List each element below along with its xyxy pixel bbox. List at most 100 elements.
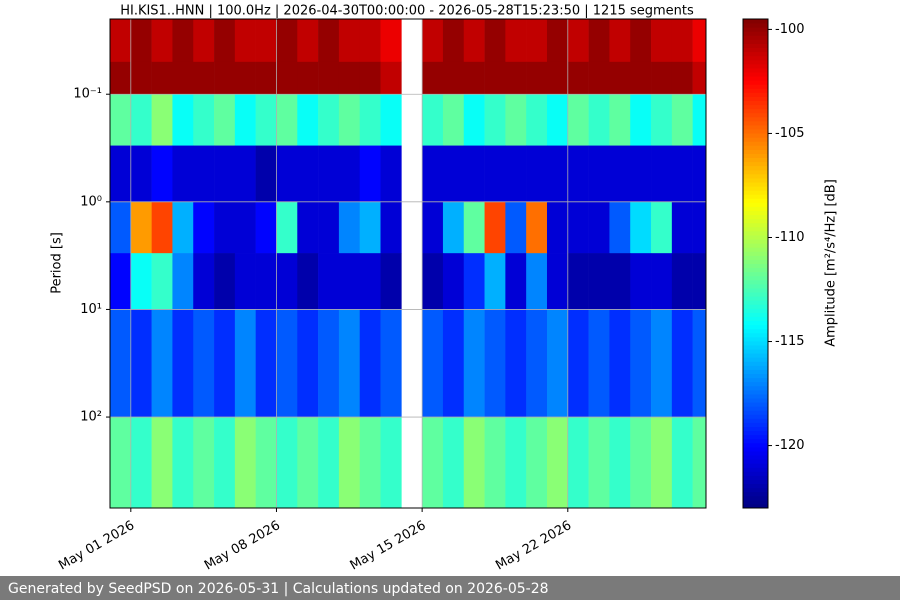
heatmap-cell	[567, 145, 589, 203]
heatmap-cell	[110, 94, 132, 146]
heatmap-cell	[318, 309, 340, 418]
colorbar-swatch	[743, 27, 768, 32]
heatmap-cell	[359, 94, 381, 146]
heatmap-cell	[692, 94, 707, 146]
heatmap-cell	[214, 417, 236, 509]
colorbar-swatch	[743, 393, 768, 399]
heatmap-cell	[442, 19, 465, 63]
colorbar-swatch	[743, 304, 768, 309]
heatmap-cell	[151, 94, 173, 146]
heatmap-cell	[526, 309, 548, 418]
heatmap-cell	[484, 201, 506, 254]
heatmap-cell	[671, 201, 693, 254]
heatmap-cell	[130, 94, 152, 146]
heatmap-cell	[130, 309, 152, 418]
heatmap-cell	[692, 309, 707, 418]
heatmap-cell	[630, 94, 652, 146]
heatmap-cell	[630, 417, 652, 509]
heatmap-cell	[505, 61, 527, 95]
heatmap-cell	[151, 201, 173, 254]
colorbar-swatch	[743, 389, 768, 395]
heatmap-cell	[318, 417, 340, 509]
heatmap-cell	[297, 201, 319, 254]
colorbar-swatch	[743, 259, 768, 264]
heatmap-cell	[297, 94, 319, 146]
heatmap-cell	[380, 145, 402, 203]
colorbar-swatch	[743, 59, 768, 65]
heatmap-cell	[255, 145, 277, 203]
heatmap-cell	[588, 201, 610, 254]
heatmap-cell	[692, 201, 707, 254]
heatmap-cell	[276, 94, 298, 146]
colorbar-swatch	[743, 251, 768, 256]
heatmap-cell	[692, 145, 707, 203]
heatmap-cell	[671, 309, 693, 418]
heatmap-cell	[359, 61, 381, 95]
colorbar-swatch	[743, 92, 768, 97]
heatmap-cell	[692, 19, 707, 63]
heatmap-cell	[567, 61, 589, 95]
colorbar-tick-label: -110	[775, 230, 805, 245]
heatmap-cell	[651, 309, 673, 418]
colorbar-swatch	[743, 373, 768, 379]
colorbar-swatch	[743, 55, 768, 61]
colorbar-swatch	[743, 177, 768, 183]
heatmap-cell	[609, 61, 631, 95]
colorbar-swatch	[743, 324, 768, 330]
heatmap-cell	[151, 145, 173, 203]
colorbar-swatch	[743, 397, 768, 403]
heatmap-cell	[276, 201, 298, 254]
colorbar-swatch	[743, 467, 768, 472]
heatmap-cell	[505, 19, 527, 63]
colorbar-swatch	[743, 63, 768, 69]
heatmap-cell	[567, 417, 589, 509]
colorbar-tick-label: -120	[775, 438, 805, 453]
heatmap-cell	[505, 253, 527, 310]
heatmap-cell	[214, 309, 236, 418]
colorbar-swatch	[743, 357, 768, 362]
heatmap-cell	[609, 201, 631, 254]
heatmap-cell	[630, 61, 652, 95]
colorbar-swatch	[743, 402, 768, 407]
colorbar-swatch	[743, 161, 768, 167]
heatmap-cell	[422, 253, 444, 310]
heatmap-cell	[359, 417, 381, 509]
colorbar-swatch	[743, 271, 768, 277]
heatmap-cell	[110, 61, 132, 95]
colorbar-swatch	[743, 483, 768, 489]
heatmap-cell	[588, 253, 610, 310]
colorbar-swatch	[743, 491, 768, 497]
heatmap-cell	[193, 417, 215, 509]
plot-frame	[109, 18, 707, 509]
heatmap-cell	[338, 201, 361, 254]
colorbar-swatch	[743, 169, 768, 175]
heatmap-cell	[172, 94, 194, 146]
heatmap-cell	[671, 94, 693, 146]
colorbar-swatch	[743, 503, 768, 509]
x-tick-label: May 01 2026	[56, 518, 137, 573]
heatmap-cell	[651, 19, 673, 63]
colorbar-swatch	[743, 234, 768, 240]
heatmap-cell	[588, 94, 610, 146]
heatmap-cell	[130, 201, 152, 254]
colorbar-swatch	[743, 479, 768, 485]
heatmap-cell	[318, 61, 340, 95]
colorbar-swatch	[743, 300, 768, 305]
heatmap-cell	[463, 309, 485, 418]
heatmap-cell	[255, 94, 277, 146]
heatmap-cell	[172, 309, 194, 418]
colorbar-swatch	[743, 287, 768, 293]
heatmap-cell	[359, 253, 381, 310]
heatmap-cell	[255, 309, 277, 418]
heatmap-cell	[318, 253, 340, 310]
heatmap-cell	[671, 19, 693, 63]
heatmap-cell	[193, 19, 215, 63]
heatmap-cell	[234, 19, 256, 63]
heatmap-cell	[255, 19, 277, 63]
heatmap-cell	[567, 201, 589, 254]
colorbar-swatch	[743, 153, 768, 159]
heatmap-cell	[546, 417, 569, 509]
heatmap-cell	[234, 309, 256, 418]
heatmap-cell	[442, 94, 465, 146]
colorbar-swatch	[743, 202, 768, 207]
